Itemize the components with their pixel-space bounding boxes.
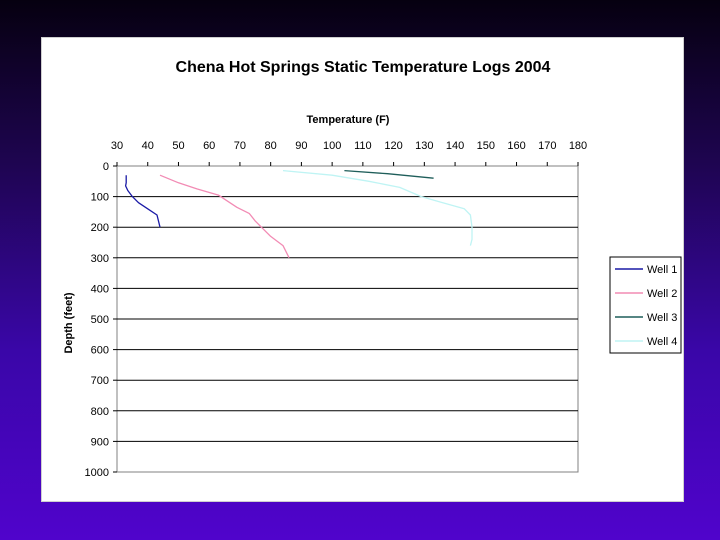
y-tick-label: 100 — [91, 192, 109, 204]
y-tick-label: 700 — [91, 375, 109, 387]
x-tick-label: 110 — [354, 140, 372, 152]
x-tick-label: 100 — [323, 140, 341, 152]
x-axis-label: Temperature (F) — [307, 114, 390, 126]
y-tick-label: 400 — [91, 283, 109, 295]
legend-label: Well 4 — [647, 336, 677, 348]
y-tick-label: 300 — [91, 253, 109, 265]
legend-label: Well 1 — [647, 264, 677, 276]
axis-ticks: 0 100 200 300 400 500 600 700 800 900 1000 30 40 50 60… — [85, 140, 588, 479]
y-tick-label: 600 — [91, 345, 109, 357]
x-tick-label: 70 — [234, 140, 246, 152]
x-tick-label: 40 — [142, 140, 154, 152]
y-tick-label: 800 — [91, 406, 109, 418]
gridlines — [117, 196, 578, 442]
x-tick-label: 50 — [172, 140, 184, 152]
x-tick-label: 90 — [295, 140, 307, 152]
y-axis-label: Depth (feet) — [63, 292, 75, 353]
y-tick-label: 500 — [91, 314, 109, 326]
x-tick-label: 80 — [265, 140, 277, 152]
legend: Well 1 Well 2 Well 3 Well 4 — [609, 256, 682, 354]
x-tick-label: 60 — [203, 140, 215, 152]
chart-svg: Chena Hot Springs Static Temperature Log… — [63, 59, 682, 479]
x-tick-label: 150 — [477, 140, 495, 152]
x-tick-label: 120 — [384, 140, 402, 152]
y-tick-label: 1000 — [85, 467, 109, 479]
y-tick-label: 0 — [103, 161, 109, 173]
legend-label: Well 2 — [647, 288, 677, 300]
y-tick-label: 900 — [91, 436, 109, 448]
x-tick-label: 180 — [569, 140, 587, 152]
series-line-2 — [159, 174, 290, 259]
series-line-4 — [282, 169, 473, 246]
y-tick-label: 200 — [91, 222, 109, 234]
x-tick-label: 130 — [415, 140, 433, 152]
legend-box — [609, 256, 682, 354]
legend-label: Well 3 — [647, 312, 677, 324]
x-tick-label: 140 — [446, 140, 464, 152]
series-line-1 — [124, 175, 161, 228]
chart-title: Chena Hot Springs Static Temperature Log… — [176, 59, 551, 76]
series-lines — [124, 169, 473, 259]
x-tick-label: 30 — [111, 140, 123, 152]
x-tick-label: 160 — [507, 140, 525, 152]
x-tick-label: 170 — [538, 140, 556, 152]
chart-frame: Chena Hot Springs Static Temperature Log… — [41, 37, 684, 502]
series-line-3 — [344, 169, 434, 179]
